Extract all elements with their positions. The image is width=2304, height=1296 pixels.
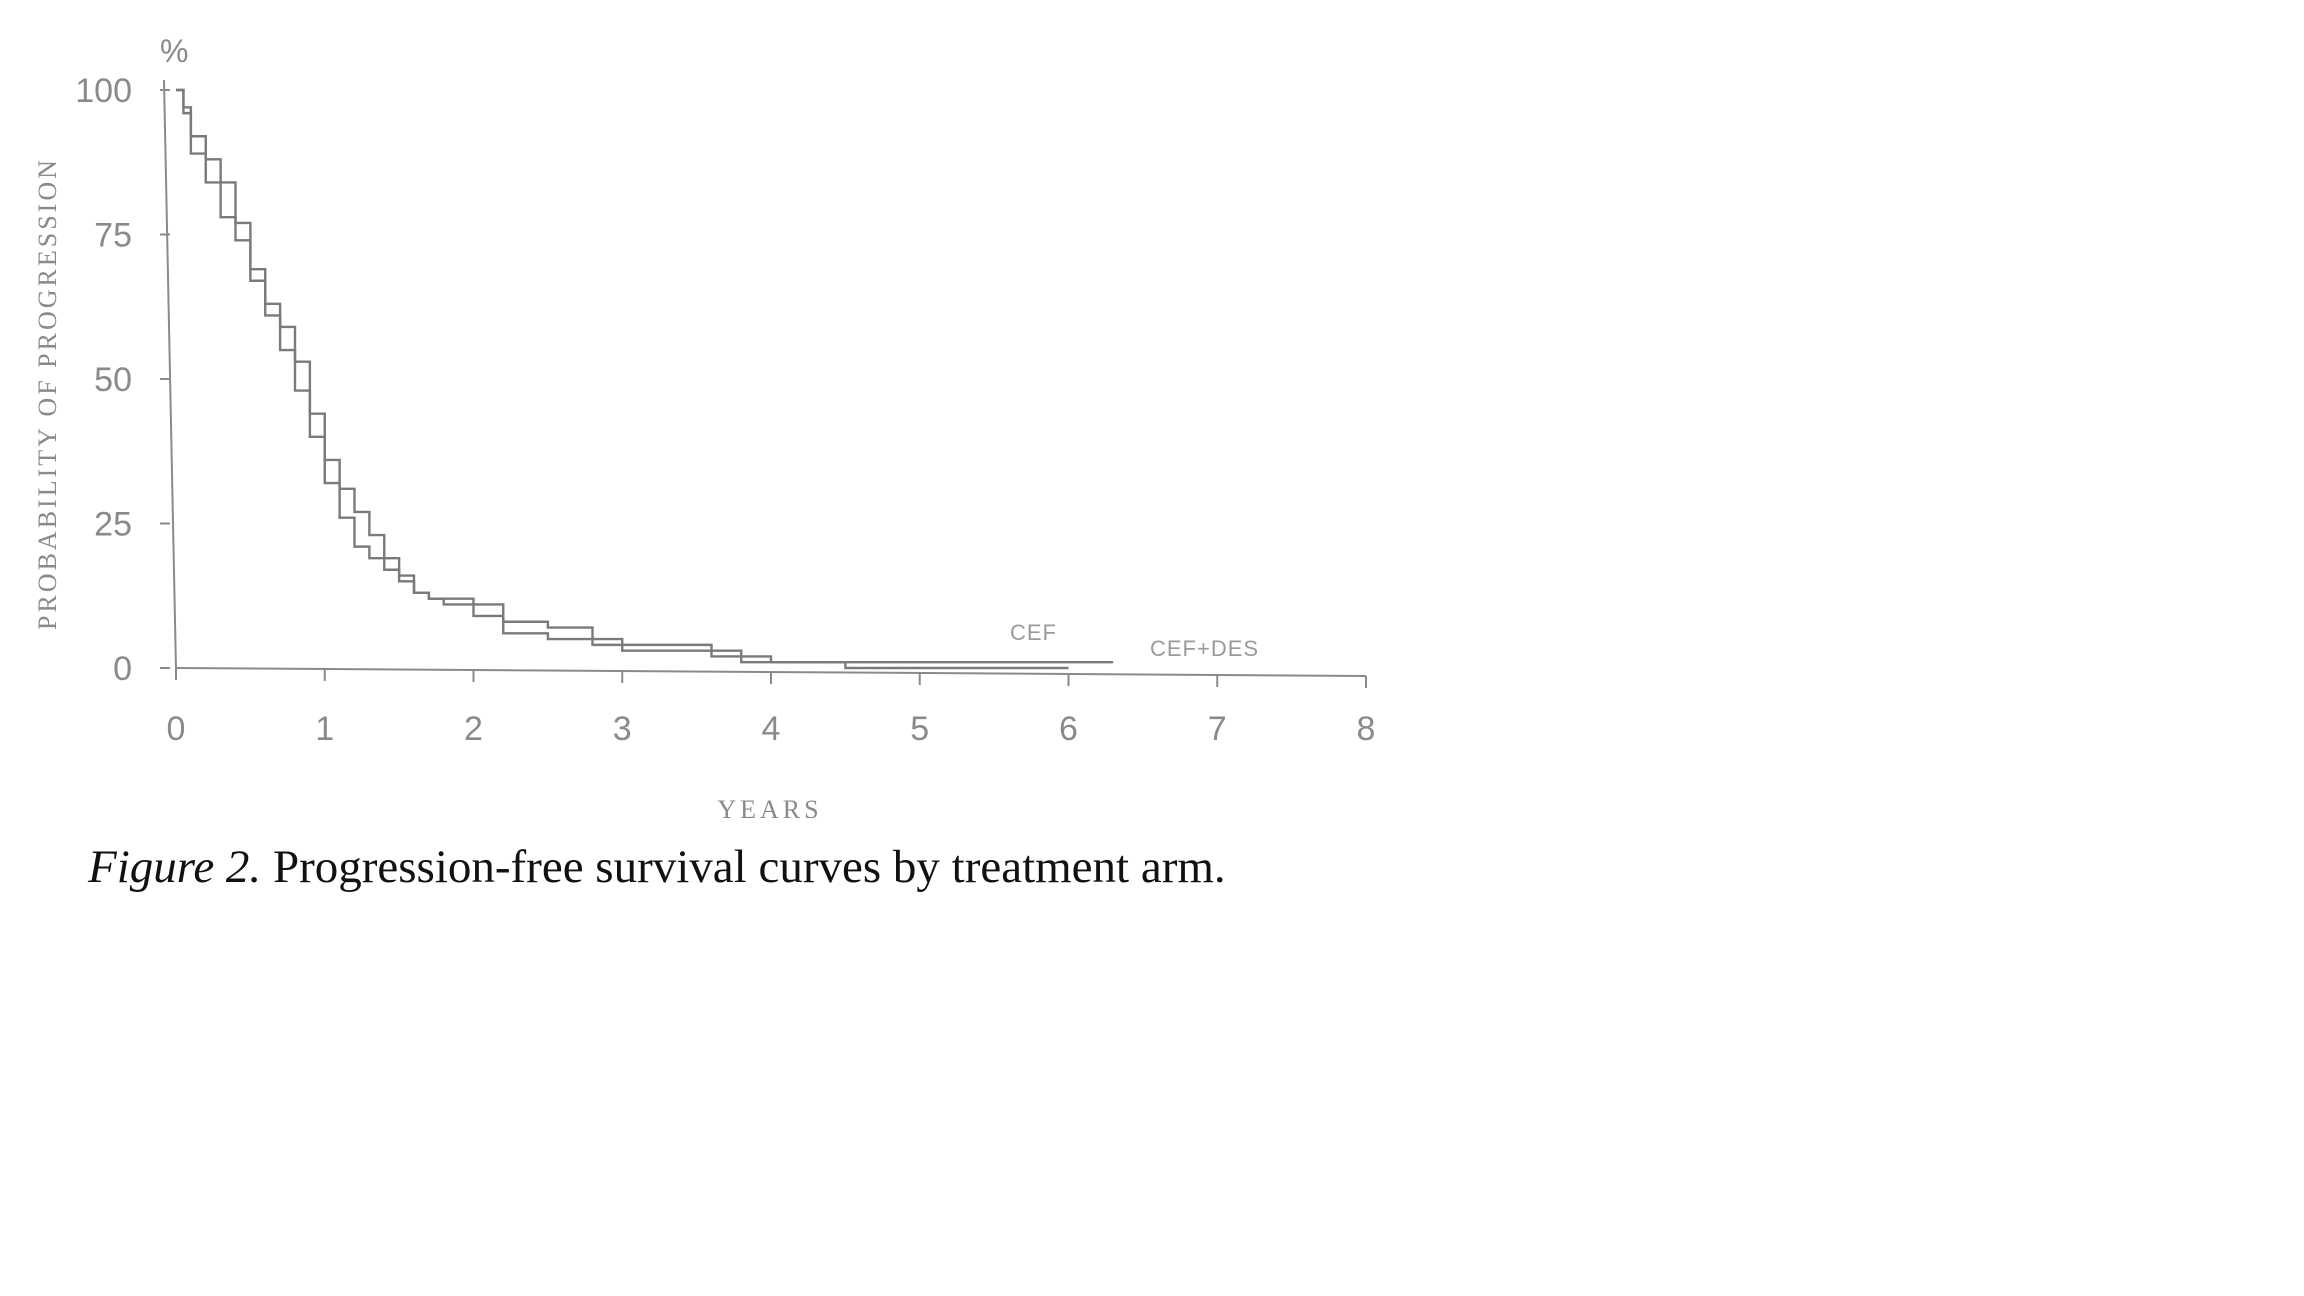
y-axis-line xyxy=(163,79,177,671)
figure-caption: Figure 2. Progression-free survival curv… xyxy=(88,840,1226,894)
chart-axes xyxy=(163,79,1367,677)
y-tick-label: 0 xyxy=(113,650,132,688)
y-tick-label: 100 xyxy=(75,72,132,110)
y-tick-labels: 0 25 50 75 100 xyxy=(75,72,170,688)
y-tick-label: 50 xyxy=(94,361,132,399)
x-tick-label: 8 xyxy=(1357,710,1376,748)
caption-lead: Figure 2. xyxy=(88,841,262,893)
x-tick-label: 0 xyxy=(167,710,186,748)
survival-chart: 0 25 50 75 100 0 1 2 3 4 5 6 7 8 % PROBABILITY OF PR… xyxy=(33,33,1376,824)
y-unit-label: % xyxy=(160,33,188,69)
x-tick-labels: 0 1 2 3 4 5 6 7 8 xyxy=(167,668,1376,748)
series-line-cef xyxy=(176,88,1114,664)
x-axis-label: YEARS xyxy=(717,795,822,824)
series-label-cef-des: CEF+DES xyxy=(1150,636,1259,661)
x-tick-label: 1 xyxy=(315,710,334,748)
x-tick-label: 4 xyxy=(762,710,781,748)
x-tick-label: 2 xyxy=(464,710,483,748)
y-tick-label: 75 xyxy=(94,217,132,255)
series-lines xyxy=(176,88,1114,670)
x-tick-label: 5 xyxy=(910,710,929,748)
caption-text: Progression-free survival curves by trea… xyxy=(272,841,1226,893)
y-axis-label: PROBABILITY OF PROGRESSION xyxy=(33,157,62,630)
x-tick-label: 7 xyxy=(1208,710,1227,748)
x-tick-label: 3 xyxy=(613,710,632,748)
series-line-cef-des xyxy=(176,88,1069,670)
x-tick-label: 6 xyxy=(1059,710,1078,748)
series-label-cef: CEF xyxy=(1010,620,1057,645)
y-tick-label: 25 xyxy=(94,506,132,544)
